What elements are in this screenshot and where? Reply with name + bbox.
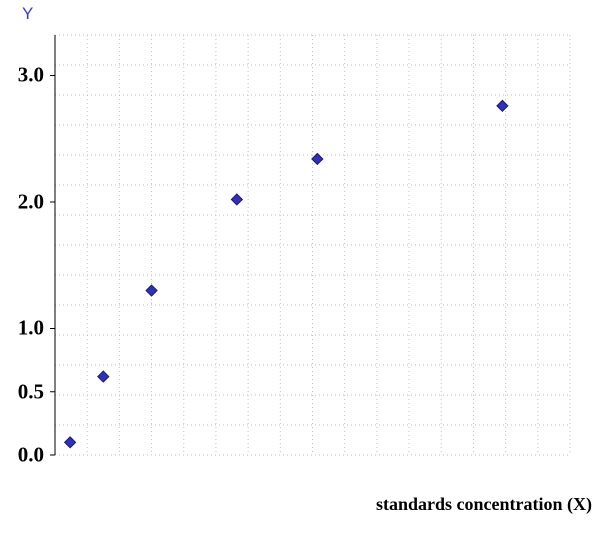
y-tick-label: 2.0 bbox=[17, 189, 44, 214]
y-tick-label: 3.0 bbox=[17, 62, 44, 87]
data-point-marker bbox=[97, 370, 110, 383]
data-point-marker bbox=[230, 193, 244, 206]
y-tick-label: 0.5 bbox=[17, 379, 44, 404]
data-point-marker bbox=[496, 99, 509, 113]
data-point-marker bbox=[63, 436, 77, 449]
data-point-marker bbox=[145, 284, 158, 297]
y-tick-label: 0.0 bbox=[17, 442, 44, 467]
y-axis-title: Y bbox=[22, 4, 34, 23]
y-tick-label: 1.0 bbox=[17, 315, 44, 340]
data-point-marker bbox=[311, 152, 324, 166]
x-axis-title: standards concentration (X) bbox=[376, 494, 592, 514]
